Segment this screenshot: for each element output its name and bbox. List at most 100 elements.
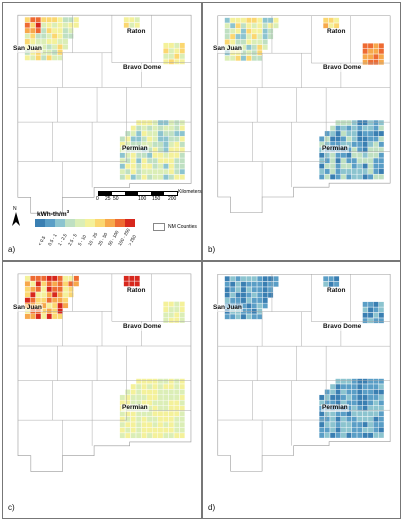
resource-cell (146, 394, 153, 401)
resource-cell (257, 17, 263, 23)
resource-cell (351, 394, 357, 401)
legend-swatch (95, 219, 105, 227)
resource-cell (267, 281, 274, 287)
resource-cell (141, 416, 147, 422)
resource-cell (174, 169, 180, 175)
label-raton: Raton (326, 287, 347, 295)
resource-cell (35, 281, 42, 287)
resource-cell (136, 158, 142, 164)
resource-cell (163, 416, 169, 422)
resource-cell (340, 168, 347, 175)
resource-cell (273, 17, 279, 23)
resource-cell (136, 125, 142, 131)
resource-cell (378, 125, 385, 131)
resource-cell (179, 306, 185, 313)
resource-cell (179, 59, 185, 65)
scale-tick: 200 (168, 196, 177, 202)
resource-cell (163, 383, 169, 390)
legend-class-tick: > 250 (125, 229, 137, 247)
resource-cell (41, 286, 47, 292)
resource-cell (152, 120, 158, 126)
resource-cell (235, 17, 241, 23)
resource-cell (163, 312, 169, 318)
resource-cell (168, 125, 175, 131)
resource-cell (168, 405, 174, 412)
label-san-juan: San Juan (212, 45, 243, 53)
resource-cell (130, 383, 136, 390)
resource-cell (224, 17, 230, 23)
resource-cell (267, 286, 274, 293)
resource-cell (136, 411, 142, 417)
resource-cell (240, 297, 247, 304)
resource-cell (262, 33, 268, 40)
resource-cell (340, 432, 347, 439)
resource-cell (179, 383, 185, 390)
resource-cell (30, 27, 36, 34)
resource-cell (130, 163, 136, 169)
resource-cell (362, 383, 368, 390)
legend-class-tick: 0.5 - 1 (45, 229, 58, 247)
resource-cell (367, 54, 374, 60)
resource-cell (46, 55, 52, 61)
resource-cell (130, 136, 136, 142)
resource-cell (134, 275, 140, 282)
resource-cell (246, 17, 252, 23)
legend-swatch (75, 219, 85, 227)
resource-cell (378, 174, 385, 180)
resource-cell (179, 301, 185, 307)
resource-cell (163, 427, 169, 433)
resource-cell (251, 314, 257, 320)
resource-cell (129, 281, 135, 287)
resource-cell (57, 292, 63, 298)
resource-cell (51, 297, 58, 303)
resource-cell (146, 158, 153, 164)
county-boundary (291, 122, 327, 162)
resource-cell (68, 281, 74, 287)
resource-cell (346, 427, 352, 433)
resource-cell (362, 48, 368, 54)
resource-cell (262, 276, 268, 282)
legend-swatch (115, 219, 125, 227)
resource-cell (119, 152, 126, 159)
resource-cell (163, 301, 169, 307)
resource-cell (378, 432, 385, 439)
resource-cell (51, 292, 58, 298)
resource-cell (179, 130, 185, 137)
resource-cell (246, 39, 252, 45)
resource-cell (68, 17, 74, 23)
resource-cell (46, 297, 52, 303)
resource-cell (333, 281, 340, 287)
resource-cell (123, 17, 130, 23)
resource-cell (119, 163, 126, 169)
resource-cell (46, 308, 52, 314)
resource-cell (68, 22, 74, 28)
resource-cell (340, 136, 347, 142)
resource-cell (335, 174, 341, 180)
label-permian: Permian (121, 145, 149, 153)
resource-cell (262, 286, 268, 293)
resource-cell (367, 383, 374, 390)
resource-cell (378, 157, 385, 164)
panel-letter: b) (208, 245, 216, 254)
resource-cell (46, 33, 52, 39)
resource-cell (51, 302, 58, 309)
resource-cell (224, 292, 230, 298)
resource-cell (329, 163, 336, 169)
resource-cell (163, 411, 169, 417)
resource-cell (357, 400, 363, 406)
resource-cell (378, 120, 385, 126)
resource-cell (141, 120, 147, 126)
resource-cell (68, 27, 74, 34)
resource-cell (257, 23, 263, 29)
resource-cell (351, 421, 357, 428)
resource-cell (41, 55, 47, 61)
resource-cell (125, 169, 131, 175)
resource-cell (378, 427, 385, 433)
resource-cell (51, 27, 58, 34)
resource-cell (373, 400, 379, 406)
resource-cell (235, 33, 241, 40)
resource-cell (62, 275, 69, 282)
resource-cell (367, 378, 374, 384)
resource-cell (24, 55, 31, 61)
resource-cell (335, 389, 341, 395)
